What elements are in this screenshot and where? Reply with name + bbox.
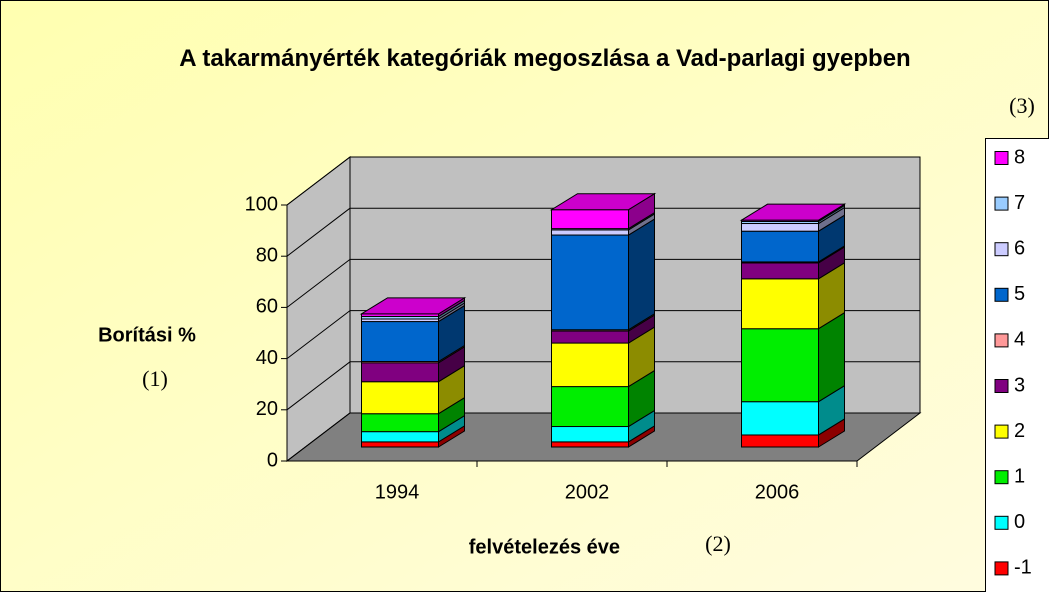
y-tick-label: 60 (256, 296, 278, 318)
x-tick-label: 2002 (565, 481, 610, 503)
legend-swatch (994, 242, 1009, 257)
legend-swatch (994, 470, 1009, 485)
bar-top (739, 203, 847, 221)
side-wall (286, 155, 351, 463)
legend-swatch (994, 333, 1009, 348)
bar-segment (361, 413, 439, 433)
annotation: (3) (1009, 93, 1035, 118)
bar-segment (551, 229, 629, 236)
bar-segment (741, 401, 819, 436)
bar-segment (361, 431, 439, 443)
bar-segment (551, 441, 629, 448)
bar-segment (551, 234, 629, 331)
legend-label: 4 (1014, 329, 1025, 351)
legend-label: 8 (1014, 146, 1025, 168)
legend-label: 2 (1014, 420, 1025, 442)
bar-segment (361, 321, 439, 362)
grid-line (286, 361, 351, 411)
bar-segment (551, 342, 629, 388)
bar-segment (551, 209, 629, 230)
x-tick-label: 1994 (375, 481, 420, 503)
annotation: (2) (705, 531, 731, 556)
bar-segment (361, 362, 439, 383)
bar-segment (361, 441, 439, 448)
x-axis-label: felvételezés éve (469, 536, 620, 558)
legend-swatch (994, 424, 1009, 439)
bar-segment (741, 223, 819, 232)
legend-swatch (994, 151, 1009, 165)
y-axis-label: Borítási % (98, 324, 196, 346)
bar-segment (551, 426, 629, 443)
legend-swatch (994, 379, 1009, 393)
x-tick-label: 2006 (755, 481, 800, 503)
bar-segment (741, 230, 819, 263)
legend-label: 5 (1014, 283, 1025, 305)
grid-line (286, 156, 351, 206)
bar-segment (741, 434, 819, 448)
legend-swatch (994, 196, 1009, 211)
bar-segment (741, 328, 819, 403)
legend-label: 0 (1014, 511, 1025, 533)
bar-top (359, 297, 467, 315)
legend-label: 3 (1014, 374, 1025, 396)
chart-title: A takarmányérték kategóriák megoszlása a… (179, 45, 911, 72)
grid-line (286, 259, 351, 308)
y-tick-label: 20 (256, 398, 278, 420)
bar-side (628, 218, 655, 331)
y-tick-label: 100 (245, 193, 278, 215)
bar-segment (741, 262, 819, 280)
annotation: (1) (142, 366, 168, 391)
legend-label: 1 (1014, 465, 1025, 487)
y-tick-label: 0 (267, 449, 278, 471)
bar-segment (741, 278, 819, 330)
bar-top (549, 193, 657, 211)
legend-swatch (994, 287, 1009, 302)
legend-label: 7 (1014, 192, 1025, 214)
y-tick-label: 80 (256, 244, 278, 266)
legend-swatch (994, 561, 1009, 576)
bar-segment (361, 381, 439, 415)
bar-segment (551, 330, 629, 344)
grid-line (286, 207, 351, 257)
grid-line (286, 310, 351, 359)
grid-line (286, 412, 351, 462)
legend-swatch (994, 515, 1009, 530)
y-tick-label: 40 (256, 347, 278, 369)
legend-label: -1 (1014, 557, 1032, 579)
bar-segment (551, 386, 629, 428)
legend-label: 6 (1014, 237, 1025, 259)
